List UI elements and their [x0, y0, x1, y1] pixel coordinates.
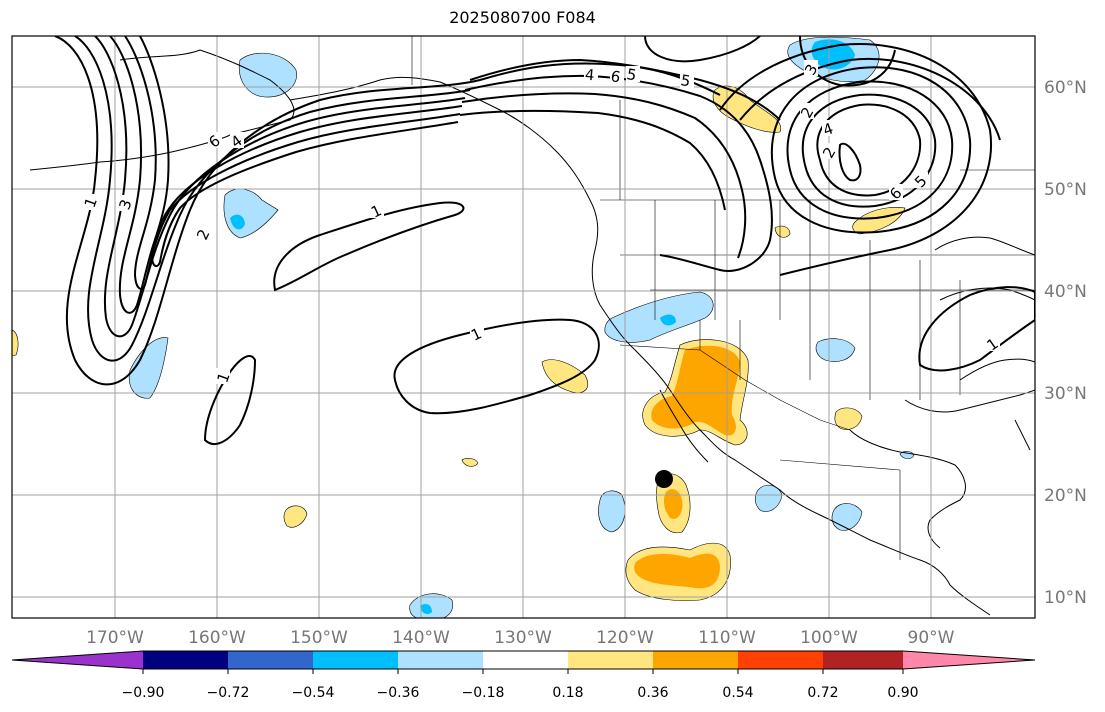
- colorbar-segment: [483, 651, 569, 669]
- colorbar-tick-label: 0.18: [552, 685, 583, 701]
- lat-label: 60°N: [1044, 78, 1087, 98]
- lon-label: 160°W: [188, 628, 246, 648]
- contour-label: 5: [625, 65, 638, 84]
- contour-hudson-5: [719, 43, 993, 276]
- colorbar-segment: [823, 651, 909, 669]
- lat-label: 40°N: [1044, 282, 1087, 302]
- colorbar-segment: [398, 651, 484, 669]
- contour-hudson-4: [770, 66, 972, 234]
- contour-west-6: [139, 36, 459, 268]
- contour-west-4: [109, 36, 463, 314]
- contour-hudson-1: [816, 103, 922, 197]
- contour-labels: 1 1 1 1 1 2 3 4 5 6 4 5 6 2: [81, 60, 1002, 385]
- contour-pacific-3: [203, 355, 257, 445]
- lat-label: 10°N: [1044, 588, 1087, 608]
- colorbar-segment: [228, 651, 314, 669]
- lon-label: 130°W: [494, 628, 552, 648]
- pos-anomaly-pacific-off: [541, 359, 589, 393]
- contour-hudson-6: [739, 58, 1001, 141]
- colorbar-tick-label: −0.54: [292, 685, 335, 701]
- political-borders: [411, 36, 1035, 560]
- colorbar-tick-label: 0.54: [722, 685, 753, 701]
- colorbar-tick-label: −0.18: [462, 685, 505, 701]
- contour-west-3: [94, 36, 466, 338]
- colorbar-segment: [313, 651, 399, 669]
- contour-north-4: [459, 109, 726, 211]
- lon-label: 110°W: [698, 628, 756, 648]
- map-title: 2025080700 F084: [449, 8, 596, 27]
- lat-label: 20°N: [1044, 486, 1087, 506]
- lon-label: 90°W: [908, 628, 955, 648]
- longitude-labels: 170°W 160°W 150°W 140°W 130°W 120°W 110°…: [86, 628, 955, 648]
- colorbar-segment: [143, 651, 229, 669]
- lon-label: 100°W: [800, 628, 858, 648]
- pos-anomaly-hawaii: [283, 505, 308, 528]
- neg-anomaly-california: [604, 291, 714, 343]
- contour-lines: [54, 36, 1035, 445]
- lon-label: 140°W: [392, 628, 450, 648]
- contour-hudson-2: [801, 93, 937, 208]
- contour-top: [644, 36, 761, 63]
- anomaly-shading: [12, 36, 915, 618]
- colorbar-tick-label: −0.90: [122, 685, 165, 701]
- lat-label: 30°N: [1044, 384, 1087, 404]
- contour-west-2: [74, 36, 471, 362]
- neg-anomaly-mexico: [754, 484, 783, 512]
- contour-north-3: [461, 92, 747, 259]
- lat-label: 50°N: [1044, 180, 1087, 200]
- latitude-labels: 60°N 50°N 40°N 30°N 20°N 10°N: [1044, 78, 1087, 608]
- neg-anomaly-baja-sw: [598, 490, 626, 533]
- colorbar-tick-label: 0.36: [637, 685, 668, 701]
- neg-anomaly-south: [409, 593, 453, 618]
- contour-top-2: [799, 36, 896, 87]
- lon-label: 170°W: [86, 628, 144, 648]
- contour-north-2: [464, 74, 773, 272]
- colorbar: −0.90 −0.72 −0.54 −0.36 −0.18 0.18 0.36 …: [11, 650, 1036, 701]
- colorbar-segment: [653, 651, 739, 669]
- lon-label: 150°W: [290, 628, 348, 648]
- colorbar-tick-label: 0.90: [887, 685, 918, 701]
- pos-anomaly-tx: [834, 407, 863, 430]
- contour-west-5: [124, 36, 461, 290]
- pos-anomaly-great-plains: [852, 207, 906, 235]
- colorbar-tick-label: −0.72: [207, 685, 250, 701]
- pos-anomaly-small: [461, 458, 479, 467]
- contour-pacific-1: [273, 201, 465, 292]
- colorbar-extend-high: [903, 651, 1035, 669]
- pos-anomaly-left-edge: [12, 329, 19, 357]
- colorbar-extend-low: [12, 651, 144, 669]
- lon-label: 120°W: [596, 628, 654, 648]
- contour-pacific-2: [393, 318, 600, 415]
- contour-hudson-3: [786, 80, 954, 220]
- contour-label: 4: [584, 66, 595, 85]
- storm-center-marker: [655, 470, 673, 488]
- contour-hudson-inner: [838, 142, 862, 182]
- contour-label: 5: [679, 71, 692, 90]
- neg-anomaly-texas: [815, 338, 856, 362]
- contour-label: 6: [609, 67, 622, 86]
- contour-east-1: [918, 286, 1035, 372]
- colorbar-segment: [738, 651, 824, 669]
- colorbar-tick-label: −0.36: [377, 685, 420, 701]
- colorbar-tick-label: 0.72: [807, 685, 838, 701]
- map-frame: [11, 35, 1036, 619]
- contour-west-1: [54, 36, 721, 386]
- colorbar-segment: [568, 651, 654, 669]
